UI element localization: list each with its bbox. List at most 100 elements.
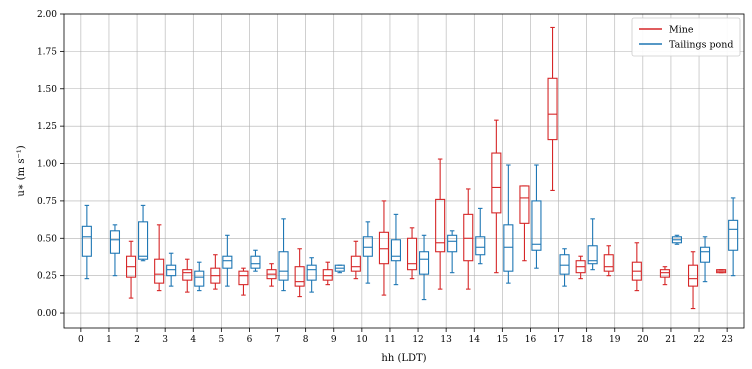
y-tick-label: 0.00 xyxy=(37,309,57,319)
x-tick-label: 18 xyxy=(581,335,593,345)
box-tailings-6 xyxy=(250,249,261,272)
box-iqr xyxy=(659,269,670,278)
box-iqr xyxy=(390,239,402,262)
box-mine-13 xyxy=(435,158,446,290)
box-tailings-12 xyxy=(418,234,430,301)
box-mine-6 xyxy=(238,267,249,296)
box-tailings-21 xyxy=(671,234,682,245)
box-mine-9 xyxy=(322,261,333,286)
x-tick-label: 9 xyxy=(331,335,337,345)
box-iqr xyxy=(278,251,289,281)
x-tick-label: 10 xyxy=(356,335,368,345)
x-tick-label: 8 xyxy=(303,335,309,345)
legend-label-tailings: Tailings pond xyxy=(669,40,733,51)
x-tick-label: 2 xyxy=(134,335,140,345)
box-mine-3 xyxy=(154,224,165,292)
legend-frame xyxy=(631,17,741,57)
box-iqr xyxy=(350,255,361,272)
legend-label-mine: Mine xyxy=(669,25,694,36)
box-iqr xyxy=(519,185,530,224)
box-iqr xyxy=(491,152,502,214)
x-tick-label: 14 xyxy=(469,335,481,345)
box-tailings-1 xyxy=(109,224,121,277)
boxes-layer xyxy=(81,26,739,310)
box-tailings-4 xyxy=(194,261,205,292)
y-tick-label: 1.50 xyxy=(37,85,57,95)
box-iqr xyxy=(378,231,390,265)
x-tick-label: 19 xyxy=(609,335,621,345)
box-tailings-0 xyxy=(81,204,92,280)
box-mine-8 xyxy=(294,248,305,298)
box-tailings-14 xyxy=(475,207,486,265)
box-tailings-5 xyxy=(222,234,233,287)
box-iqr xyxy=(306,264,317,281)
box-iqr xyxy=(222,255,233,269)
box-iqr xyxy=(475,236,486,256)
box-mine-15 xyxy=(491,119,502,274)
box-iqr xyxy=(559,254,570,275)
box-iqr xyxy=(687,264,699,287)
box-tailings-22 xyxy=(699,236,711,283)
box-tailings-11 xyxy=(390,213,402,286)
box-mine-14 xyxy=(463,188,474,290)
grid-layer xyxy=(64,13,744,328)
box-iqr xyxy=(587,245,598,265)
box-iqr xyxy=(166,264,177,277)
x-tick-label: 16 xyxy=(525,335,537,345)
x-tick-label: 4 xyxy=(190,335,196,345)
box-tailings-23 xyxy=(728,197,739,277)
box-mine-5 xyxy=(210,254,221,290)
x-tick-label: 22 xyxy=(693,335,704,345)
box-mine-2 xyxy=(126,240,137,299)
x-tick-label: 1 xyxy=(106,335,112,345)
box-tailings-2 xyxy=(138,204,149,262)
box-mine-21 xyxy=(659,266,670,286)
box-iqr xyxy=(182,269,193,281)
box-mine-17 xyxy=(547,26,558,191)
box-iqr xyxy=(447,234,458,253)
y-tick-label: 1.75 xyxy=(37,47,57,57)
box-mine-11 xyxy=(378,200,390,296)
x-tick-label: 7 xyxy=(275,335,281,345)
x-tick-label: 13 xyxy=(440,335,452,345)
box-iqr xyxy=(154,258,165,284)
x-tick-label: 6 xyxy=(247,335,253,345)
plot-frame xyxy=(63,13,745,329)
box-tailings-10 xyxy=(362,221,373,284)
box-mine-18 xyxy=(575,255,586,280)
y-axis-title: u∗ (m s⁻¹) xyxy=(16,145,27,196)
y-tick-label: 1.00 xyxy=(37,160,57,170)
x-tick-label: 15 xyxy=(497,335,509,345)
y-tick-label: 2.00 xyxy=(37,10,57,20)
box-mine-22 xyxy=(687,251,699,310)
box-mine-20 xyxy=(631,242,642,292)
box-iqr xyxy=(603,254,614,272)
box-iqr xyxy=(109,230,121,254)
box-iqr xyxy=(322,269,333,281)
box-tailings-8 xyxy=(306,257,317,293)
box-iqr xyxy=(81,225,92,257)
ticks-layer: 0.000.250.500.751.001.251.501.752.000 1 2 3… xyxy=(37,10,733,345)
x-tick-label: 20 xyxy=(637,335,649,345)
y-tick-label: 0.75 xyxy=(37,197,57,207)
y-tick-label: 0.25 xyxy=(37,272,57,282)
box-iqr xyxy=(406,237,418,271)
x-tick-label: 21 xyxy=(665,335,676,345)
x-tick-label: 23 xyxy=(721,335,733,345)
box-tailings-9 xyxy=(334,264,345,274)
x-tick-label: 12 xyxy=(412,335,423,345)
box-iqr xyxy=(531,200,542,251)
box-iqr xyxy=(238,270,249,286)
x-tick-label: 3 xyxy=(162,335,168,345)
x-tick-label: 17 xyxy=(553,335,565,345)
box-tailings-3 xyxy=(166,252,177,287)
box-tailings-13 xyxy=(447,230,458,274)
box-iqr xyxy=(503,224,514,272)
box-iqr xyxy=(138,221,149,260)
box-iqr xyxy=(418,251,430,275)
legend: Mine Tailings pond xyxy=(631,17,741,57)
box-iqr xyxy=(435,198,446,253)
box-mine-10 xyxy=(350,240,361,280)
box-mine-23 xyxy=(716,269,727,274)
x-axis-title: hh (LDT) xyxy=(381,353,426,364)
